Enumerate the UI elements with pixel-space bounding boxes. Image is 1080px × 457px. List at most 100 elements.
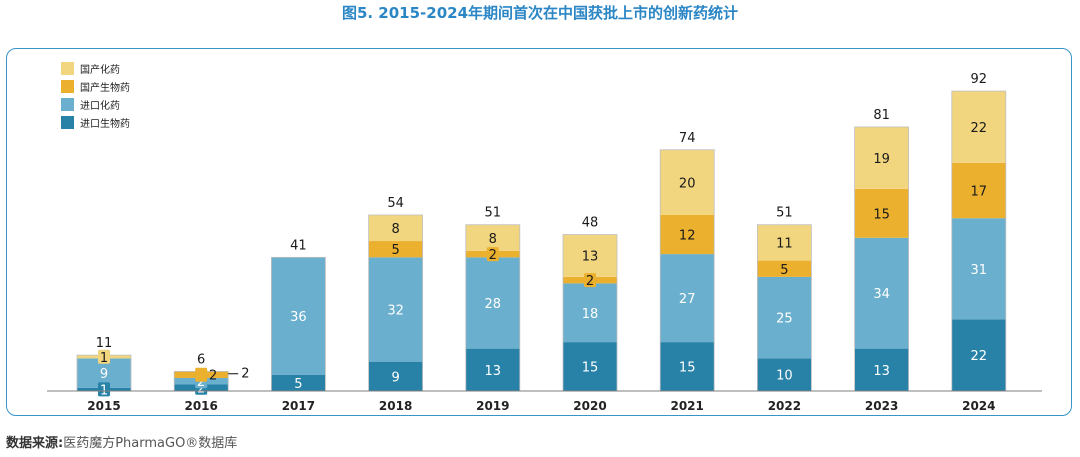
- segment-value-2016-进口生物药: 2: [197, 382, 205, 397]
- legend: 国产化药国产生物药进口化药进口生物药: [61, 59, 130, 131]
- x-tick-label-2023: 2023: [865, 399, 898, 413]
- segment-label-chip-2015-进口生物药: [98, 382, 110, 397]
- segment-value-2016-进口化药: 2: [197, 375, 205, 390]
- legend-item: 进口化药: [61, 95, 130, 113]
- bar-segment-2021-国产化药: [660, 149, 715, 215]
- bar-segment-2024-进口生物药: [951, 319, 1006, 391]
- bar-segment-2018-进口生物药: [368, 361, 423, 391]
- bar-segment-2020-国产化药: [563, 234, 617, 277]
- bar-segment-2019-国产化药: [465, 224, 520, 251]
- total-label-2022: 51: [776, 206, 793, 221]
- bar-segment-2017-进口化药: [271, 257, 326, 375]
- segment-value-2015-国产化药: 1: [100, 351, 108, 366]
- bar-segment-2024-进口化药: [951, 218, 1006, 320]
- segment-value-2018-国产生物药: 5: [391, 243, 399, 258]
- legend-label: 进口生物药: [80, 118, 130, 130]
- x-tick-label-2020: 2020: [573, 399, 606, 413]
- total-label-2021: 74: [679, 131, 696, 146]
- segment-value-2016-国产生物药: 2: [209, 369, 217, 384]
- segment-value-2024-进口生物药: 22: [971, 349, 988, 364]
- segment-value-2022-进口化药: 25: [776, 312, 793, 327]
- total-label-2016: 6: [197, 352, 205, 367]
- callout-value-2016: 2: [241, 367, 249, 382]
- legend-label: 进口化药: [80, 100, 120, 112]
- segment-label-chip-2020-国产生物药: [584, 273, 596, 288]
- total-label-2018: 54: [387, 196, 404, 211]
- segment-value-2019-国产化药: 8: [489, 232, 497, 247]
- legend-item: 国产化药: [61, 59, 130, 77]
- bar-segment-2021-国产生物药: [660, 214, 715, 255]
- segment-value-2015-进口化药: 9: [100, 367, 108, 382]
- legend-swatch: [61, 61, 74, 75]
- bar-segment-2017-进口生物药: [271, 374, 326, 391]
- segment-value-2021-国产化药: 20: [679, 176, 696, 191]
- x-tick-label-2017: 2017: [282, 399, 315, 413]
- bar-segment-2022-进口生物药: [757, 358, 812, 391]
- bar-segment-2018-国产化药: [368, 214, 423, 242]
- x-tick-label-2024: 2024: [962, 399, 995, 413]
- bar-segment-2018-国产生物药: [368, 241, 423, 258]
- segment-value-2020-国产生物药: 2: [586, 274, 594, 289]
- segment-value-2023-进口生物药: 13: [873, 364, 890, 379]
- segment-value-2023-国产化药: 19: [873, 152, 890, 167]
- legend-label: 国产生物药: [80, 82, 130, 94]
- segment-label-chip-2015-国产化药: [98, 349, 110, 364]
- segment-value-2022-国产化药: 11: [776, 237, 793, 252]
- x-tick-label-2018: 2018: [379, 399, 412, 413]
- x-tick-label-2021: 2021: [670, 399, 703, 413]
- bar-segment-2021-进口化药: [660, 254, 715, 343]
- x-tick-label-2015: 2015: [87, 399, 120, 413]
- bar-segment-2020-进口生物药: [563, 342, 617, 391]
- segment-value-2018-进口生物药: 9: [391, 370, 399, 385]
- segment-label-chip-2019-国产生物药: [486, 247, 499, 262]
- bar-segment-2022-国产生物药: [757, 260, 812, 277]
- legend-item: 国产生物药: [61, 77, 130, 95]
- bar-segment-2019-进口化药: [465, 257, 520, 349]
- total-label-2020: 48: [582, 216, 599, 231]
- legend-label: 国产化药: [80, 64, 120, 76]
- segment-value-2024-国产化药: 22: [971, 121, 988, 136]
- segment-value-2024-进口化药: 31: [971, 263, 988, 278]
- segment-value-2022-国产生物药: 5: [780, 263, 788, 278]
- legend-swatch: [61, 79, 74, 93]
- segment-value-2020-进口生物药: 15: [582, 361, 599, 376]
- segment-value-2019-国产生物药: 2: [489, 248, 497, 263]
- segment-value-2017-进口生物药: 5: [294, 377, 302, 392]
- segment-value-2021-进口生物药: 15: [679, 361, 696, 376]
- segment-label-chip-2016-国产生物药: [195, 367, 208, 382]
- bar-segment-2018-进口化药: [368, 257, 423, 362]
- bar-segment-2022-国产化药: [757, 224, 812, 261]
- segment-value-2020-国产化药: 13: [582, 250, 599, 265]
- bar-segment-2024-国产生物药: [951, 162, 1006, 219]
- segment-value-2019-进口生物药: 13: [485, 364, 502, 379]
- x-tick-label-2016: 2016: [184, 399, 217, 413]
- bar-segment-2023-进口化药: [854, 237, 909, 349]
- segment-value-2022-进口生物药: 10: [776, 369, 793, 384]
- bar-segment-2022-进口化药: [757, 276, 812, 359]
- total-label-2024: 92: [971, 72, 988, 87]
- segment-value-2018-国产化药: 8: [391, 222, 399, 237]
- x-axis: 2015 2016 2017 2018 2019 2020 2021 2022 2023 2024: [47, 390, 1042, 413]
- total-label-2017: 41: [290, 238, 307, 253]
- segment-value-2018-进口化药: 32: [387, 304, 404, 319]
- total-label-2015: 11: [96, 336, 113, 351]
- legend-swatch: [61, 115, 74, 129]
- bar-segment-2021-进口生物药: [660, 342, 715, 391]
- total-label-2019: 51: [485, 206, 502, 221]
- total-label-2023: 81: [873, 108, 890, 123]
- legend-item: 进口生物药: [61, 113, 130, 131]
- segment-value-2021-国产生物药: 12: [679, 229, 696, 244]
- source-label: 数据来源:: [6, 436, 64, 451]
- segment-value-2021-进口化药: 27: [679, 292, 696, 307]
- source-text: 医药魔方PharmaGO®数据库: [63, 436, 238, 451]
- page-title: 图5. 2015-2024年期间首次在中国获批上市的创新药统计: [341, 4, 739, 22]
- bar-segment-2024-国产化药: [951, 91, 1006, 163]
- chart-frame: 1 9 1 11 2 2 2 2 6 5 36 41 9 32 5 8 54 13 28 2 8 51 15 18 2 13 48 1…: [6, 48, 1072, 416]
- segment-value-2023-国产生物药: 15: [873, 207, 890, 222]
- x-tick-label-2019: 2019: [476, 399, 509, 413]
- segment-value-2019-进口化药: 28: [485, 297, 502, 312]
- segment-value-2024-国产生物药: 17: [971, 185, 988, 200]
- legend-swatch: [61, 97, 74, 111]
